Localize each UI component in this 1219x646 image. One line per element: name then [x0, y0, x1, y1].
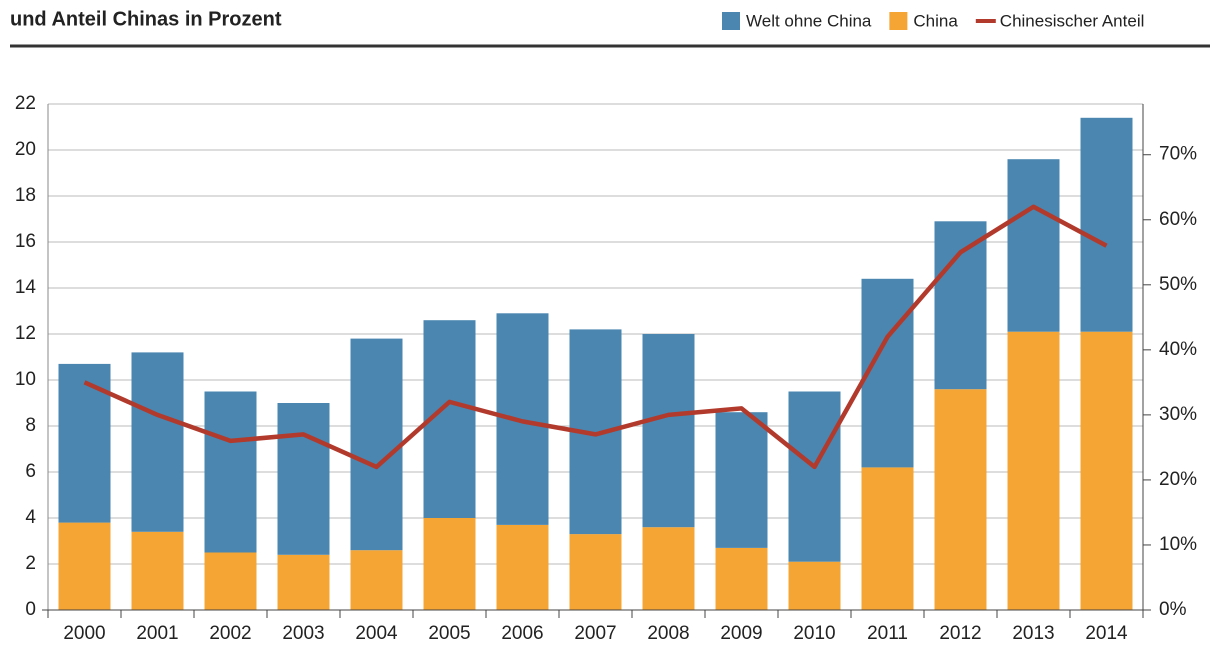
y2-tick-label: 30% — [1159, 404, 1197, 425]
legend-swatch — [889, 12, 908, 30]
x-tick-label: 2004 — [355, 623, 398, 644]
legend-label: China — [913, 11, 958, 30]
x-tick-label: 2001 — [136, 623, 178, 644]
x-tick-label: 2005 — [428, 623, 470, 644]
x-tick-label: 2010 — [793, 623, 835, 644]
x-tick-label: 2006 — [501, 623, 543, 644]
bar-segment — [642, 334, 695, 528]
bar-segment — [350, 338, 403, 551]
y2-tick-label: 20% — [1159, 469, 1197, 490]
bar-segment — [934, 221, 987, 390]
bar-segment — [58, 363, 111, 523]
y2-tick-label: 0% — [1159, 599, 1187, 620]
y2-tick-label: 60% — [1159, 209, 1197, 230]
y-tick-label: 4 — [25, 507, 36, 528]
y-tick-label: 14 — [15, 277, 37, 298]
y-tick-label: 0 — [25, 599, 36, 620]
bar-segment — [788, 561, 841, 610]
y-tick-label: 10 — [15, 369, 36, 390]
bar-segment — [861, 467, 914, 610]
bar-segment — [1007, 331, 1060, 610]
chart-title: und Anteil Chinas in Prozent — [10, 8, 282, 30]
y2-tick-label: 40% — [1159, 339, 1197, 360]
bar-segment — [1007, 159, 1060, 332]
legend-label: Welt ohne China — [746, 11, 872, 30]
x-tick-label: 2014 — [1085, 623, 1128, 644]
y-tick-label: 20 — [15, 139, 36, 160]
legend-label: Chinesischer Anteil — [1000, 11, 1145, 30]
bar-segment — [204, 391, 257, 553]
y2-tick-label: 70% — [1159, 144, 1197, 165]
bar-segment — [861, 278, 914, 468]
legend-swatch — [722, 12, 740, 30]
x-tick-label: 2002 — [209, 623, 251, 644]
x-tick-label: 2003 — [282, 623, 324, 644]
x-tick-label: 2008 — [647, 623, 689, 644]
x-tick-label: 2000 — [63, 623, 105, 644]
bar-segment — [131, 531, 184, 610]
x-tick-label: 2012 — [939, 623, 981, 644]
y-tick-label: 6 — [25, 461, 36, 482]
y-tick-label: 22 — [15, 93, 36, 114]
bar-segment — [423, 518, 476, 610]
bar-segment — [934, 389, 987, 610]
y2-tick-label: 50% — [1159, 274, 1197, 295]
line-series — [83, 204, 1108, 470]
bar-segment — [131, 352, 184, 532]
x-tick-label: 2011 — [867, 623, 908, 644]
bar-segment — [642, 527, 695, 610]
bar-segment — [715, 547, 768, 610]
bar-segment — [204, 552, 257, 610]
x-tick-label: 2009 — [720, 623, 762, 644]
y2-tick-label: 10% — [1159, 534, 1197, 555]
bar-segment — [496, 524, 549, 610]
y-tick-label: 2 — [25, 553, 36, 574]
bar-segment — [1080, 331, 1133, 610]
bar-segment — [788, 391, 841, 562]
bar-segment — [569, 534, 622, 610]
bar-segment — [715, 412, 768, 548]
y-tick-label: 12 — [15, 323, 36, 344]
bar-segment — [350, 550, 403, 610]
bar-segment — [277, 554, 330, 610]
bar-segment — [1080, 117, 1133, 332]
bar-segment — [58, 522, 111, 610]
x-tick-label: 2013 — [1012, 623, 1054, 644]
bar-segment — [277, 403, 330, 555]
x-tick-label: 2007 — [574, 623, 616, 644]
y-tick-label: 16 — [15, 231, 36, 252]
y-tick-label: 18 — [15, 185, 36, 206]
y-tick-label: 8 — [25, 415, 36, 436]
